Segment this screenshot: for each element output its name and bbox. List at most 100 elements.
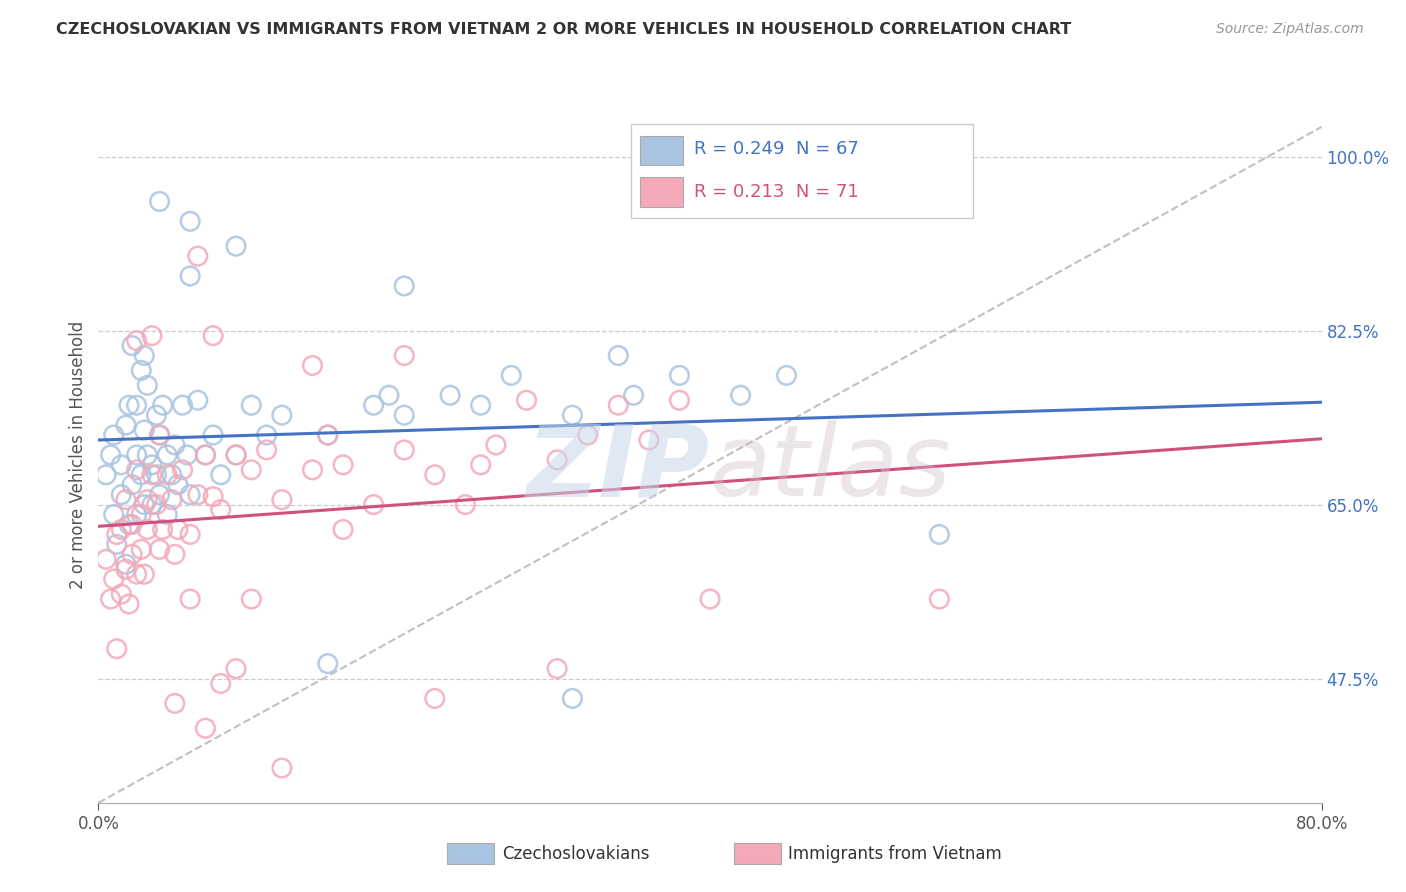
Point xyxy=(423,691,446,706)
Point xyxy=(202,328,225,343)
Point xyxy=(194,448,217,462)
Point xyxy=(163,547,186,561)
Point xyxy=(179,592,201,607)
Point xyxy=(623,388,645,402)
Point xyxy=(392,408,416,422)
Point xyxy=(141,467,163,482)
Point xyxy=(485,438,508,452)
FancyBboxPatch shape xyxy=(640,178,683,207)
Point xyxy=(136,523,159,537)
Point xyxy=(240,463,263,477)
Point xyxy=(121,547,143,561)
FancyBboxPatch shape xyxy=(734,843,780,864)
Text: Immigrants from Vietnam: Immigrants from Vietnam xyxy=(789,845,1002,863)
FancyBboxPatch shape xyxy=(630,124,973,219)
Point xyxy=(187,393,209,408)
Point xyxy=(730,388,752,402)
Point xyxy=(103,508,125,522)
Point xyxy=(121,477,143,491)
Point xyxy=(136,378,159,392)
Text: atlas: atlas xyxy=(710,420,952,517)
Point xyxy=(134,567,156,582)
Point xyxy=(225,448,247,462)
Text: R = 0.213  N = 71: R = 0.213 N = 71 xyxy=(695,183,859,201)
Point xyxy=(225,662,247,676)
Point xyxy=(470,458,492,472)
Point xyxy=(103,428,125,442)
Point xyxy=(209,676,232,690)
Point xyxy=(392,442,416,457)
Point xyxy=(546,453,568,467)
Point xyxy=(125,448,148,462)
Point xyxy=(149,428,172,442)
Point xyxy=(392,349,416,363)
Point xyxy=(100,592,122,607)
Point xyxy=(110,488,132,502)
Point xyxy=(129,467,152,482)
Point xyxy=(179,268,201,283)
Point xyxy=(110,587,132,601)
Point xyxy=(152,523,174,537)
Point xyxy=(149,428,172,442)
Point xyxy=(270,408,292,422)
Point xyxy=(668,393,690,408)
Point xyxy=(105,641,128,656)
Point xyxy=(699,592,721,607)
Point xyxy=(332,458,354,472)
Point xyxy=(775,368,797,383)
Point xyxy=(156,448,179,462)
Point xyxy=(637,433,661,447)
Point xyxy=(546,662,568,676)
Point xyxy=(172,398,194,412)
FancyBboxPatch shape xyxy=(640,136,683,165)
Text: Source: ZipAtlas.com: Source: ZipAtlas.com xyxy=(1216,22,1364,37)
Text: ZIP: ZIP xyxy=(527,420,710,517)
Point xyxy=(163,697,186,711)
Point xyxy=(145,467,167,482)
Point xyxy=(103,572,125,586)
Point xyxy=(316,428,339,442)
Point xyxy=(378,388,401,402)
Point xyxy=(928,592,950,607)
Point xyxy=(156,467,179,482)
Point xyxy=(179,527,201,541)
Point xyxy=(240,592,263,607)
Point xyxy=(100,448,122,462)
Point xyxy=(125,463,148,477)
Point xyxy=(439,388,461,402)
Point xyxy=(163,438,186,452)
Point xyxy=(105,537,128,551)
Point xyxy=(240,398,263,412)
Point xyxy=(121,338,143,352)
Point xyxy=(202,490,225,504)
Point xyxy=(160,467,183,482)
Point xyxy=(209,467,232,482)
Point xyxy=(136,448,159,462)
Point xyxy=(149,542,172,557)
Point xyxy=(118,398,141,412)
Point xyxy=(516,393,538,408)
Point xyxy=(576,428,599,442)
Point xyxy=(194,721,217,735)
Point xyxy=(225,239,247,253)
Text: R = 0.249  N = 67: R = 0.249 N = 67 xyxy=(695,140,859,158)
Point xyxy=(928,527,950,541)
Point xyxy=(561,691,583,706)
Point xyxy=(270,492,292,507)
Point xyxy=(129,542,152,557)
Point xyxy=(187,488,209,502)
Point xyxy=(301,359,323,373)
Point xyxy=(145,498,167,512)
Point xyxy=(179,214,201,228)
Point xyxy=(125,508,148,522)
Point xyxy=(607,398,630,412)
Point xyxy=(194,448,217,462)
Point xyxy=(125,334,148,348)
Point xyxy=(270,761,292,775)
Point xyxy=(125,567,148,582)
Point xyxy=(363,498,385,512)
Point xyxy=(187,249,209,263)
Point xyxy=(152,398,174,412)
Point xyxy=(110,523,132,537)
Point xyxy=(141,498,163,512)
